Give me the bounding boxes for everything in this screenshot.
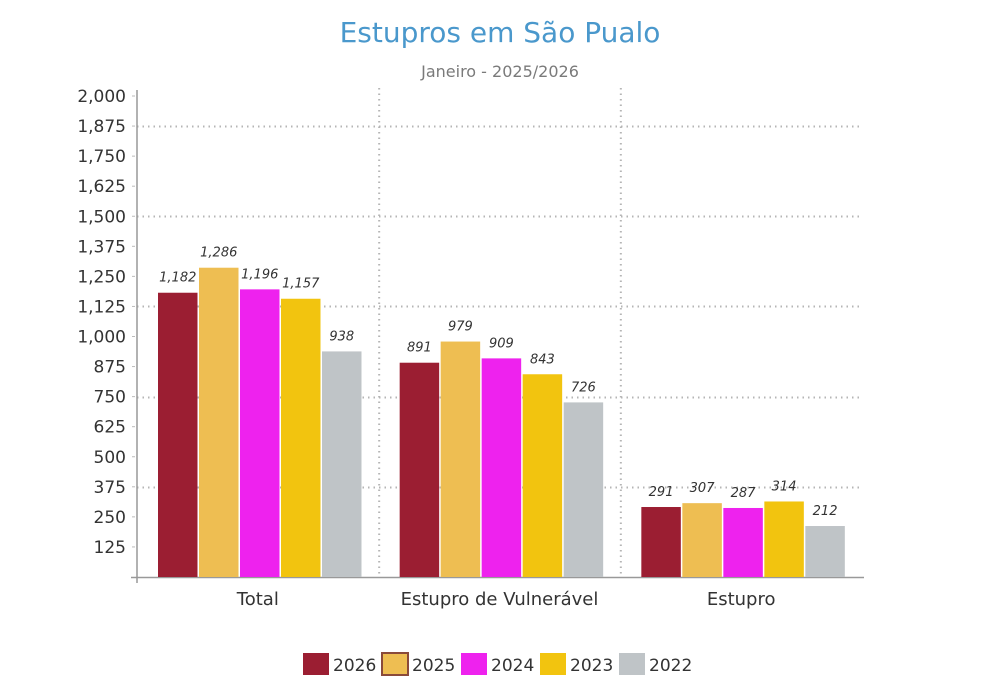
x-tick-label: Estupro (707, 589, 776, 610)
gridlines (137, 88, 862, 577)
data-label: 1,157 (282, 277, 320, 292)
bar-2026-1 (399, 362, 440, 577)
data-labels: 1,182 1,286 1,196 1,157 938 891 979 909 843 726 29… (159, 246, 837, 519)
y-tick-label: 375 (94, 478, 126, 498)
axes: 125 250 375 500 625 750 875 1,000 1,125 1,250 1,37… (77, 87, 864, 610)
x-tick-label: Estupro de Vulnerável (401, 589, 599, 610)
y-tick-label: 1,750 (77, 147, 126, 167)
data-label: 1,196 (241, 267, 278, 282)
legend-item-2022[interactable]: 2022 (649, 656, 692, 676)
y-tick-label: 1,375 (77, 237, 126, 257)
y-tick-label: 1,625 (77, 177, 126, 197)
legend-item-2024[interactable]: 2024 (491, 656, 534, 676)
y-tick-label: 2,000 (77, 87, 126, 107)
data-label: 891 (407, 341, 432, 356)
data-label: 726 (571, 380, 596, 395)
bar-2026-2 (641, 507, 681, 577)
legend-item-2026[interactable]: 2026 (333, 656, 376, 676)
data-label: 287 (731, 486, 757, 501)
bar-2022-0 (322, 351, 362, 577)
y-tick-label: 625 (94, 418, 126, 438)
y-tick-label: 1,000 (77, 328, 126, 348)
bars (158, 267, 845, 577)
y-tick-label: 1,125 (77, 297, 126, 317)
y-tick-label: 1,875 (77, 117, 126, 137)
chart-title: Estupros em São Pualo (340, 16, 661, 49)
legend-swatch-2024[interactable] (461, 653, 487, 675)
legend-swatch-2026[interactable] (303, 653, 329, 675)
y-tick-label: 1,500 (77, 207, 126, 227)
legend-swatch-2022[interactable] (619, 653, 645, 675)
y-tick-label: 1,250 (77, 267, 126, 287)
y-tick-label: 750 (94, 388, 126, 408)
data-label: 1,182 (159, 271, 196, 286)
legend-item-2025[interactable]: 2025 (412, 656, 455, 676)
bar-2025-2 (682, 503, 722, 577)
bar-2022-1 (563, 402, 604, 577)
legend-swatch-2023[interactable] (540, 653, 566, 675)
x-tick-label: Total (236, 589, 279, 610)
bar-2024-0 (240, 289, 280, 577)
bar-2024-1 (481, 358, 522, 577)
data-label: 843 (530, 352, 555, 367)
bar-2025-0 (199, 267, 239, 577)
bar-2022-2 (805, 526, 845, 577)
data-label: 307 (690, 481, 716, 496)
y-tick-label: 500 (94, 448, 126, 468)
y-tick-label: 125 (94, 538, 126, 558)
data-label: 291 (649, 485, 674, 500)
bar-2023-0 (281, 298, 321, 577)
data-label: 909 (489, 336, 514, 351)
data-label: 979 (448, 320, 473, 335)
chart-subtitle: Janeiro - 2025/2026 (420, 62, 579, 81)
data-label: 938 (329, 329, 354, 344)
bar-2025-1 (440, 341, 481, 577)
legend: 2026 2025 2024 2023 2022 (303, 652, 692, 676)
data-label: 1,286 (200, 246, 237, 261)
y-tick-label: 875 (94, 358, 126, 378)
bar-2023-2 (764, 501, 804, 577)
legend-swatch-2025[interactable] (381, 652, 409, 676)
data-label: 212 (813, 504, 838, 519)
bar-2024-2 (723, 507, 763, 577)
bar-2023-1 (522, 374, 563, 577)
data-label: 314 (772, 479, 797, 494)
y-tick-label: 250 (94, 508, 126, 528)
bar-2026-0 (158, 292, 198, 577)
legend-item-2023[interactable]: 2023 (570, 656, 613, 676)
